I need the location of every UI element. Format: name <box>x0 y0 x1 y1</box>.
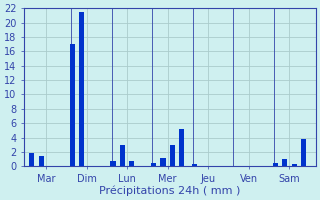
Bar <box>301 139 306 166</box>
Bar <box>192 164 197 166</box>
Bar <box>170 145 175 166</box>
Bar <box>39 156 44 166</box>
Bar <box>70 44 75 166</box>
Bar <box>179 129 184 166</box>
Bar <box>29 153 35 166</box>
Bar <box>79 12 84 166</box>
Bar <box>282 159 287 166</box>
Bar <box>160 158 165 166</box>
Bar <box>120 145 125 166</box>
Bar <box>292 164 297 166</box>
Bar <box>129 161 134 166</box>
X-axis label: Précipitations 24h ( mm ): Précipitations 24h ( mm ) <box>100 185 241 196</box>
Bar <box>273 163 278 166</box>
Bar <box>110 161 116 166</box>
Bar <box>151 163 156 166</box>
